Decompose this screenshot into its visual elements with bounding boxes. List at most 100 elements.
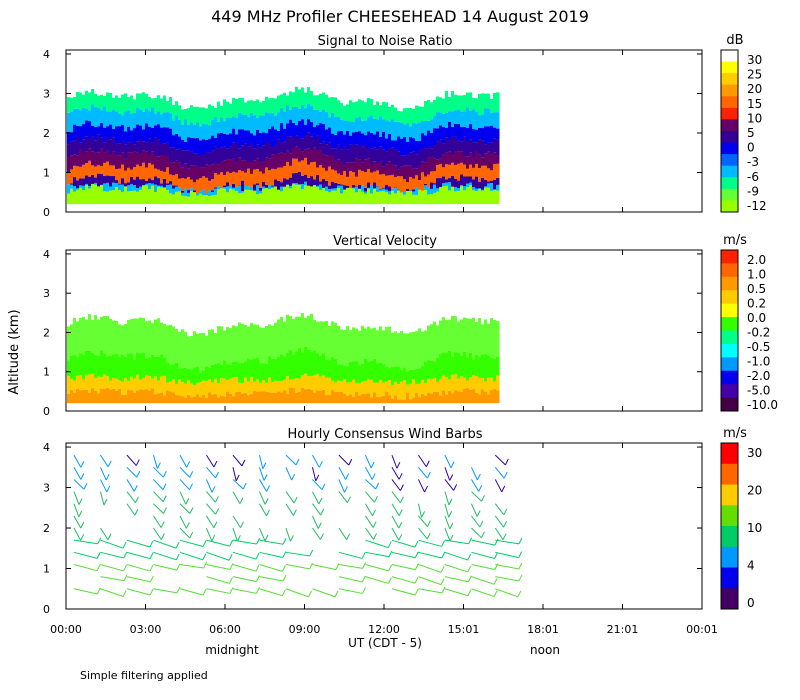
heatmap-cell — [244, 377, 248, 393]
heatmap-cell — [220, 147, 224, 162]
wind-barb-flag — [189, 531, 194, 539]
heatmap-cell — [331, 112, 335, 134]
heatmap-cell — [190, 369, 194, 384]
heatmap-cell — [382, 119, 386, 133]
heatmap-cell — [298, 391, 302, 404]
wind-barb-flag — [467, 589, 472, 596]
wind-barb-flag — [503, 471, 508, 479]
heatmap-cell — [418, 328, 422, 369]
heatmap-cell — [217, 121, 221, 134]
heatmap-cell — [91, 388, 95, 404]
heatmap-cell — [82, 178, 86, 186]
heatmap-cell — [292, 122, 296, 139]
wind-barb-flag — [440, 578, 445, 585]
heatmap-cell — [220, 172, 224, 189]
heatmap-cell — [241, 393, 245, 404]
heatmap-cell — [232, 116, 236, 129]
heatmap-cell — [406, 333, 410, 372]
heatmap-cell — [334, 322, 338, 359]
heatmap-cell — [160, 354, 164, 377]
heatmap-cell — [460, 391, 464, 404]
heatmap-cell — [379, 116, 383, 138]
heatmap-cell — [91, 151, 95, 166]
heatmap-cell — [466, 380, 470, 389]
heatmap-cell — [346, 104, 350, 122]
heatmap-cell — [433, 391, 437, 404]
heatmap-cell — [136, 318, 140, 353]
heatmap-cell — [463, 351, 467, 378]
heatmap-cell — [271, 325, 275, 359]
heatmap-cell — [256, 99, 260, 119]
heatmap-cell — [259, 187, 263, 191]
heatmap-cell — [349, 361, 353, 382]
heatmap-cell — [325, 186, 329, 192]
heatmap-cell — [283, 186, 287, 205]
heatmap-cell — [292, 183, 296, 185]
heatmap-cell — [166, 167, 170, 184]
heatmap-cell — [157, 124, 161, 140]
heatmap-cell — [175, 174, 179, 186]
heatmap-cell — [391, 58, 395, 105]
heatmap-cell — [424, 395, 428, 404]
heatmap-cell — [97, 393, 101, 404]
heatmap-cell — [325, 394, 329, 404]
heatmap-cell — [97, 165, 101, 174]
heatmap-cell — [496, 375, 500, 391]
heatmap-cell — [334, 116, 338, 135]
heatmap-cell — [178, 298, 182, 332]
wind-barb — [494, 454, 506, 466]
heatmap-cell — [67, 131, 71, 145]
heatmap-cell — [151, 60, 155, 99]
heatmap-cell — [256, 53, 260, 100]
wind-barb — [471, 551, 495, 559]
heatmap-cell — [418, 60, 422, 107]
colorbar-label-10: 10 — [747, 521, 762, 535]
heatmap-cell — [82, 355, 86, 380]
heatmap-cell — [322, 109, 326, 125]
heatmap-cell — [238, 193, 242, 205]
heatmap-cell — [343, 329, 347, 366]
heatmap-cell — [325, 112, 329, 130]
wind-barb — [285, 588, 309, 598]
wind-barb-flag — [80, 473, 85, 480]
heatmap-cell — [277, 381, 281, 392]
heatmap-cell — [457, 187, 461, 191]
heatmap-cell — [265, 184, 269, 188]
wind-barb — [259, 503, 267, 517]
heatmap-cell — [88, 314, 92, 351]
wind-barb — [179, 479, 190, 491]
heatmap-cell — [367, 131, 371, 150]
heatmap-cell — [148, 295, 152, 321]
heatmap-cell — [85, 136, 89, 152]
heatmap-cell — [289, 316, 293, 351]
heatmap-cell — [127, 167, 131, 183]
heatmap-cell — [130, 141, 134, 153]
heatmap-cell — [226, 192, 230, 205]
heatmap-cell — [409, 399, 413, 404]
heatmap-cell — [385, 192, 389, 205]
wind-barb — [471, 576, 495, 585]
heatmap-cell — [352, 379, 356, 397]
heatmap-cell — [442, 113, 446, 128]
heatmap-cell — [232, 307, 236, 326]
heatmap-cell — [217, 133, 221, 149]
heatmap-cell — [346, 176, 350, 186]
wind-barb — [365, 527, 374, 540]
heatmap-cell — [241, 192, 245, 205]
heatmap-cell — [454, 352, 458, 375]
heatmap-cell — [148, 357, 152, 376]
heatmap-cell — [226, 117, 230, 135]
heatmap-cell — [388, 57, 392, 107]
heatmap-cell — [229, 146, 233, 160]
heatmap-cell — [151, 127, 155, 143]
wind-barb-flag — [467, 575, 472, 582]
heatmap-cell — [268, 58, 272, 99]
heatmap-cell — [352, 188, 356, 205]
heatmap-cell — [325, 359, 329, 378]
heatmap-cell — [313, 319, 317, 351]
heatmap-cell — [364, 359, 368, 381]
heatmap-cell — [226, 159, 230, 172]
heatmap-cell — [214, 163, 218, 174]
heatmap-cell — [136, 374, 140, 391]
heatmap-cell — [208, 190, 212, 197]
